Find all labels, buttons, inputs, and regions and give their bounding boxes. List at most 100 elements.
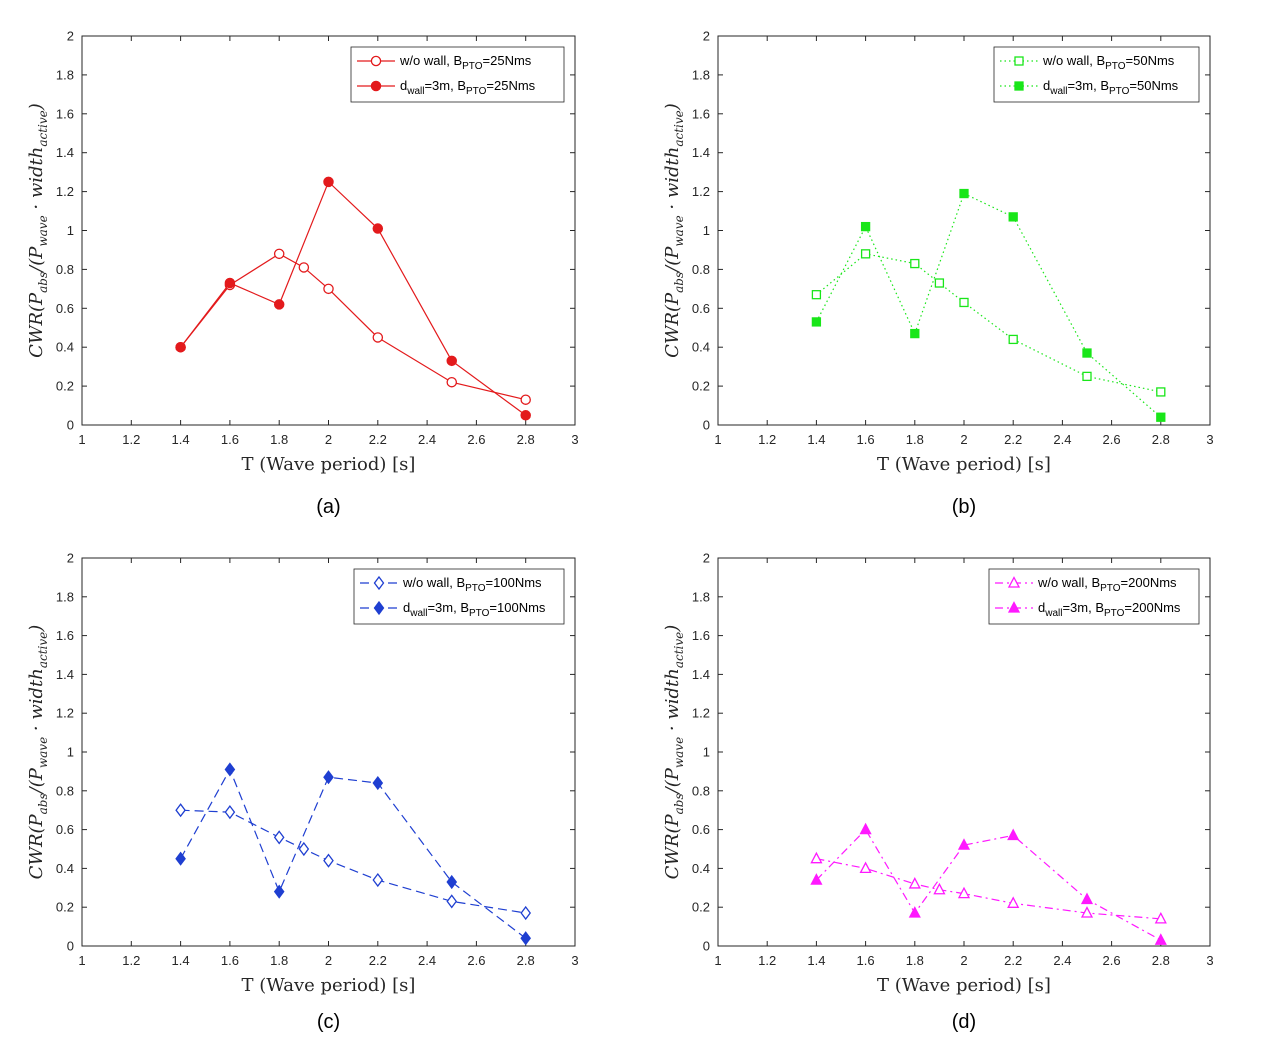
legend-label: w/o wall, BPTO=25Nms (399, 53, 532, 72)
legend-marker (373, 600, 385, 616)
data-point (520, 905, 532, 921)
x-tick-label: 1.4 (807, 953, 825, 968)
data-point (859, 822, 872, 835)
y-tick-label: 0.6 (692, 301, 710, 316)
data-point (520, 394, 531, 405)
data-point (273, 830, 285, 845)
data-point (811, 317, 822, 327)
data-point (175, 341, 186, 353)
y-tick-label: 1.4 (56, 145, 74, 160)
data-point (1080, 892, 1094, 905)
legend-box (993, 46, 1200, 103)
y-tick-label: 0 (703, 939, 710, 954)
chart-panel-b: 1 1.2 1.4 1.6 1.8 2 2.2 2.4 2.6 2.8 3 0 0.2 0.4 0.6 0.8… (662, 29, 1214, 519)
data-point (520, 931, 532, 946)
x-tick-label: 1.4 (172, 432, 190, 447)
y-tick-label: 2 (703, 551, 710, 566)
x-axis-label: T (Wave period) [s] (877, 975, 1051, 996)
y-tick-label: 1.8 (56, 67, 74, 82)
x-tick-label: 1.2 (758, 432, 776, 447)
y-tick-label: 0.4 (56, 340, 74, 355)
data-point (1154, 933, 1167, 945)
y-tick-label: 1.6 (56, 106, 74, 121)
y-tick-label: 1.4 (692, 145, 710, 160)
x-tick-label: 1 (78, 953, 85, 968)
data-point (323, 770, 334, 785)
panel-caption: (d) (952, 1011, 976, 1033)
data-point (810, 851, 823, 864)
y-tick-label: 0 (703, 418, 710, 433)
x-tick-label: 1.4 (172, 953, 190, 968)
panel-caption: (c) (317, 1011, 340, 1033)
panel-caption: (a) (316, 496, 340, 518)
series-without-wall (811, 249, 1166, 397)
series-with-wall (811, 188, 1166, 422)
data-point (372, 223, 384, 234)
x-axis-label: T (Wave period) [s] (877, 454, 1051, 475)
x-tick-label: 2 (325, 432, 332, 447)
data-point (1007, 828, 1020, 841)
x-tick-label: 2.2 (369, 432, 387, 447)
y-tick-label: 1.8 (692, 67, 710, 82)
legend-label: dwall=3m, BPTO=50Nms (1043, 78, 1179, 97)
data-point (273, 299, 285, 310)
x-axis-label: T (Wave period) [s] (242, 975, 416, 996)
x-tick-label: 2 (325, 953, 332, 968)
y-tick-label: 1.2 (692, 184, 710, 199)
legend: w/o wall, BPTO=100Nms dwall=3m, BPTO=100N… (353, 568, 565, 625)
series-line (816, 858, 1161, 920)
y-tick-label: 1 (67, 745, 74, 760)
data-point (323, 853, 334, 868)
x-tick-label: 1 (714, 953, 721, 968)
x-tick-label: 2.6 (467, 953, 485, 968)
data-point (859, 861, 872, 874)
data-point (910, 328, 920, 339)
y-tick-label: 0.2 (56, 379, 74, 394)
data-point (908, 877, 921, 889)
data-point (372, 775, 384, 791)
x-tick-label: 2.8 (517, 432, 535, 447)
y-tick-label: 0.2 (692, 900, 710, 915)
chart-panel-d: 1 1.2 1.4 1.6 1.8 2 2.2 2.4 2.6 2.8 3 0 0.2 0.4 0.6 0.8… (662, 551, 1214, 1034)
x-tick-label: 1 (78, 432, 85, 447)
y-axis-label: CWR(Pabs/(Pwave · widthactive) (662, 625, 686, 880)
data-point (910, 258, 920, 269)
series-line (180, 253, 526, 401)
x-tick-label: 2.8 (1152, 953, 1170, 968)
y-tick-label: 0.6 (692, 822, 710, 837)
data-point (323, 176, 334, 188)
data-point (446, 894, 458, 909)
x-tick-label: 1.2 (758, 953, 776, 968)
y-tick-label: 0.6 (56, 822, 74, 837)
y-tick-label: 1.8 (692, 589, 710, 604)
data-point (323, 283, 334, 295)
x-tick-label: 3 (1206, 432, 1213, 447)
legend-marker (370, 80, 382, 92)
y-tick-label: 1.6 (692, 106, 710, 121)
series-with-wall (175, 176, 531, 421)
y-tick-label: 0.8 (692, 783, 710, 798)
data-point (273, 884, 285, 899)
y-tick-label: 0 (67, 939, 74, 954)
x-tick-label: 2.6 (1103, 953, 1121, 968)
x-tick-label: 1.8 (270, 432, 288, 447)
data-point (224, 277, 236, 289)
x-axis-label: T (Wave period) [s] (242, 454, 416, 475)
x-tick-label: 2.8 (1152, 432, 1170, 447)
y-tick-label: 0.8 (692, 262, 710, 277)
series-without-wall (175, 803, 532, 921)
y-tick-label: 1.2 (692, 706, 710, 721)
data-point (298, 262, 310, 273)
legend-marker (1014, 81, 1024, 91)
x-tick-label: 3 (571, 953, 578, 968)
legend-label: w/o wall, BPTO=50Nms (1042, 53, 1175, 72)
y-tick-label: 1.4 (692, 667, 710, 682)
y-tick-label: 1.6 (56, 628, 74, 643)
x-tick-label: 2.4 (1053, 432, 1071, 447)
x-tick-label: 2.6 (467, 432, 485, 447)
legend: w/o wall, BPTO=50Nms dwall=3m, BPTO=50Nms (993, 46, 1200, 103)
data-point (810, 873, 823, 885)
legend-marker (1014, 56, 1024, 66)
data-point (811, 290, 822, 300)
